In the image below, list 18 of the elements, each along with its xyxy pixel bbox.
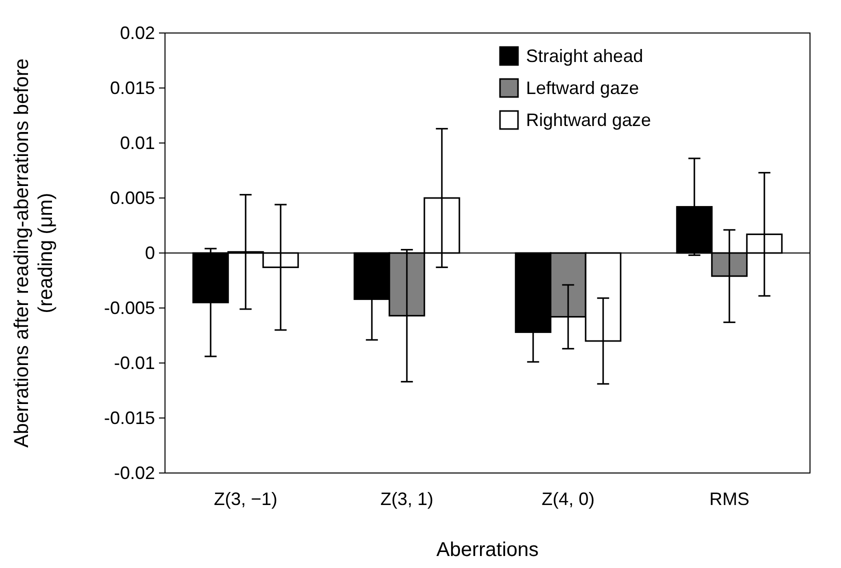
y-tick-label: -0.015 (104, 408, 155, 428)
x-axis-title: Aberrations (436, 539, 539, 561)
y-tick-label: -0.005 (104, 298, 155, 318)
y-tick-label: 0.02 (120, 22, 155, 43)
y-tick-label: -0.02 (114, 462, 155, 483)
legend-label: Rightward gaze (526, 110, 652, 130)
x-tick-label: RMS (709, 488, 750, 509)
y-tick-label: 0.015 (110, 78, 155, 98)
x-tick-label: Z(4, 0) (542, 488, 595, 509)
y-tick-label: -0.01 (114, 352, 155, 373)
y-tick-label: 0 (144, 242, 155, 263)
y-tick-label: 0.005 (110, 188, 155, 208)
legend-label: Leftward gaze (526, 78, 640, 98)
x-tick-label: Z(3, 1) (380, 488, 434, 509)
x-tick-label: Z(3, −1) (214, 488, 278, 509)
y-axis-title: Aberrations after reading-aberrations before (reading (μm) (11, 58, 57, 448)
legend-label: Straight ahead (526, 46, 644, 66)
y-tick-label: 0.01 (120, 132, 155, 153)
